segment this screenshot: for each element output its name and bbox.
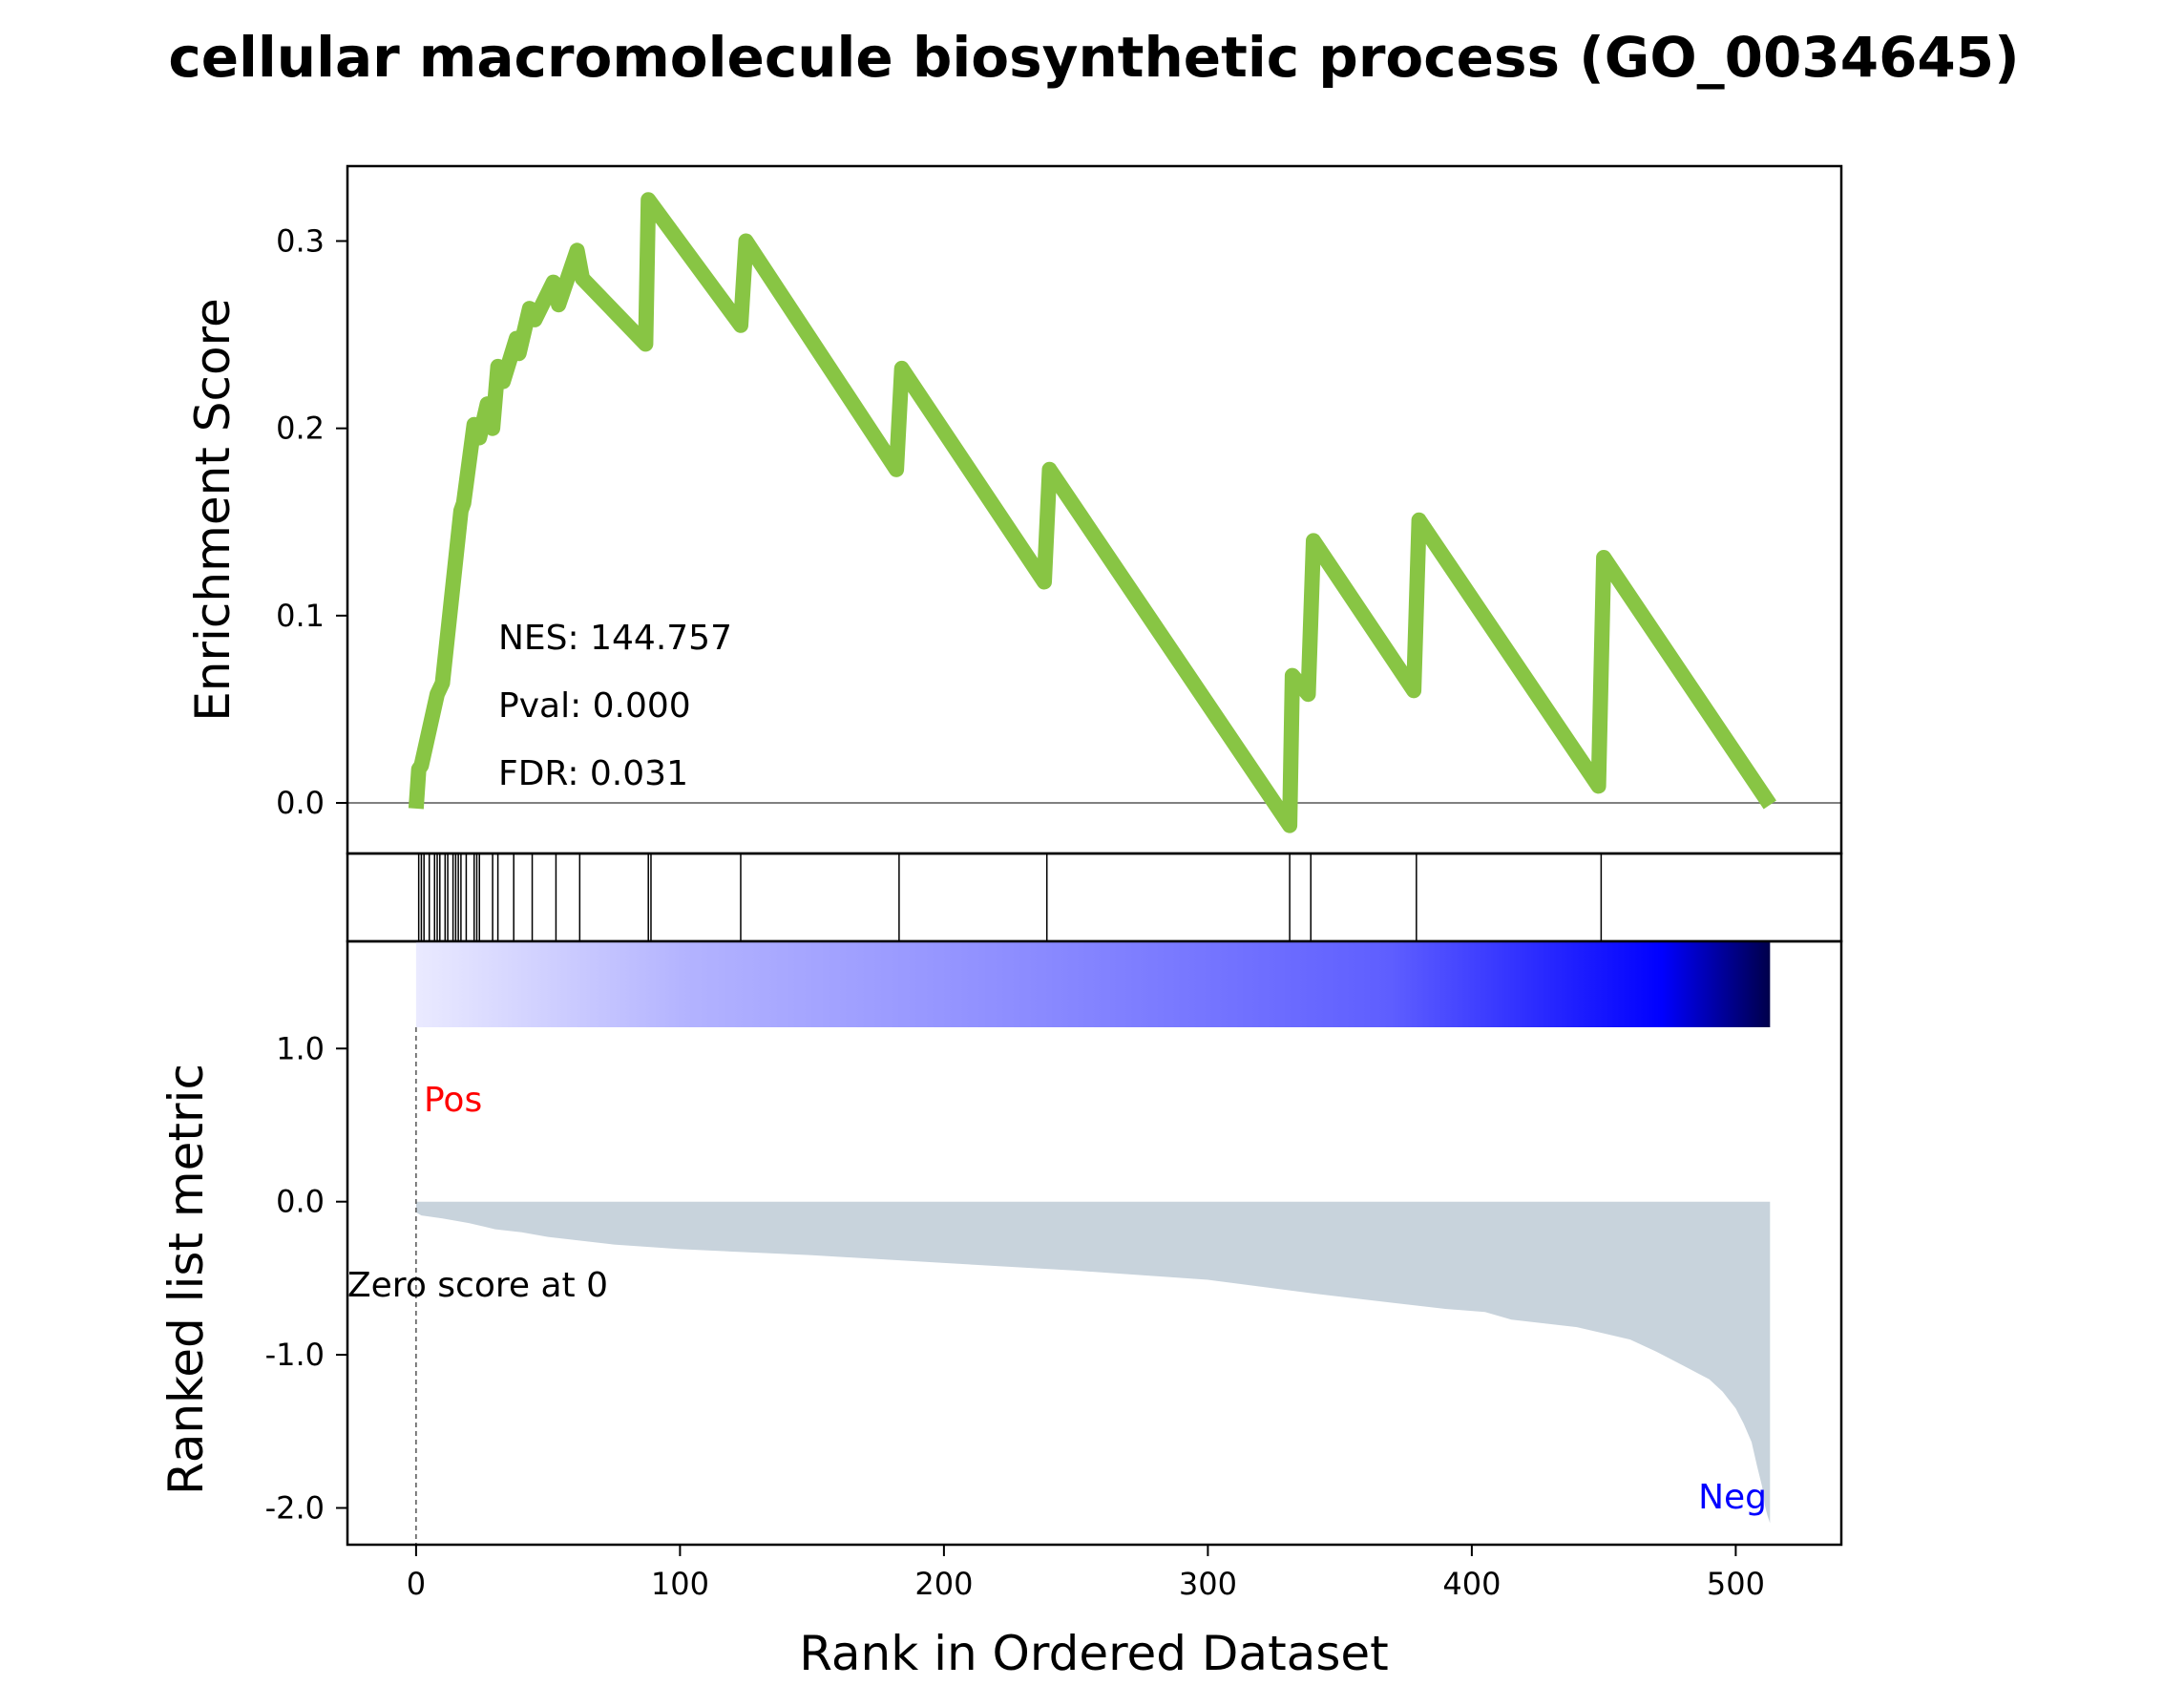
ranked-y-tick-label: 0.0 — [276, 1184, 325, 1220]
enrichment-score-panel: 0.0 0.1 0.2 0.3 Enrichment Score NES: 144.7… — [185, 164, 1843, 855]
x-tick-label: 100 — [651, 1566, 709, 1602]
ranked-plot-frame — [346, 939, 1843, 1547]
x-tick-label: 300 — [1179, 1566, 1237, 1602]
x-tick-label: 400 — [1442, 1566, 1501, 1602]
enrichment-y-tick-label: 0.2 — [276, 411, 325, 447]
pval-stat: Pval: 0.000 — [498, 686, 691, 726]
pos-label: Pos — [424, 1081, 482, 1120]
ranked-metric-panel: 1.0 0.0 -1.0 -2.0 Zero score at 0 Pos Neg R… — [158, 939, 1843, 1547]
enrichment-y-tick-label: 0.0 — [276, 785, 325, 821]
hits-plot-frame — [346, 852, 1843, 943]
enrichment-y-tick-label: 0.1 — [276, 598, 325, 634]
enrichment-y-tick-label: 0.3 — [276, 222, 325, 259]
x-axis-title: Rank in Ordered Dataset — [799, 1626, 1388, 1681]
enrichment-y-axis-title: Enrichment Score — [185, 298, 241, 722]
x-tick-label: 200 — [914, 1566, 973, 1602]
chart-title: cellular macromolecule biosynthetic proc… — [168, 25, 2019, 90]
zero-score-label: Zero score at 0 — [347, 1266, 608, 1305]
gene-hits-panel — [346, 852, 1843, 943]
ranked-y-tick-label: -2.0 — [265, 1490, 325, 1527]
x-tick-label: 0 — [407, 1566, 426, 1602]
ranked-y-tick-label: 1.0 — [276, 1030, 325, 1066]
neg-label: Neg — [1698, 1478, 1767, 1517]
ranked-y-tick-label: -1.0 — [265, 1337, 325, 1373]
enrichment-score-line — [408, 192, 1776, 833]
ranked-y-axis-title: Ranked list metric — [158, 1064, 214, 1495]
x-tick-label: 500 — [1707, 1566, 1765, 1602]
rank-color-gradient-bar — [415, 941, 1771, 1027]
ranked-metric-area — [415, 1201, 1771, 1524]
fdr-stat: FDR: 0.031 — [498, 754, 688, 793]
nes-stat: NES: 144.757 — [498, 619, 732, 658]
